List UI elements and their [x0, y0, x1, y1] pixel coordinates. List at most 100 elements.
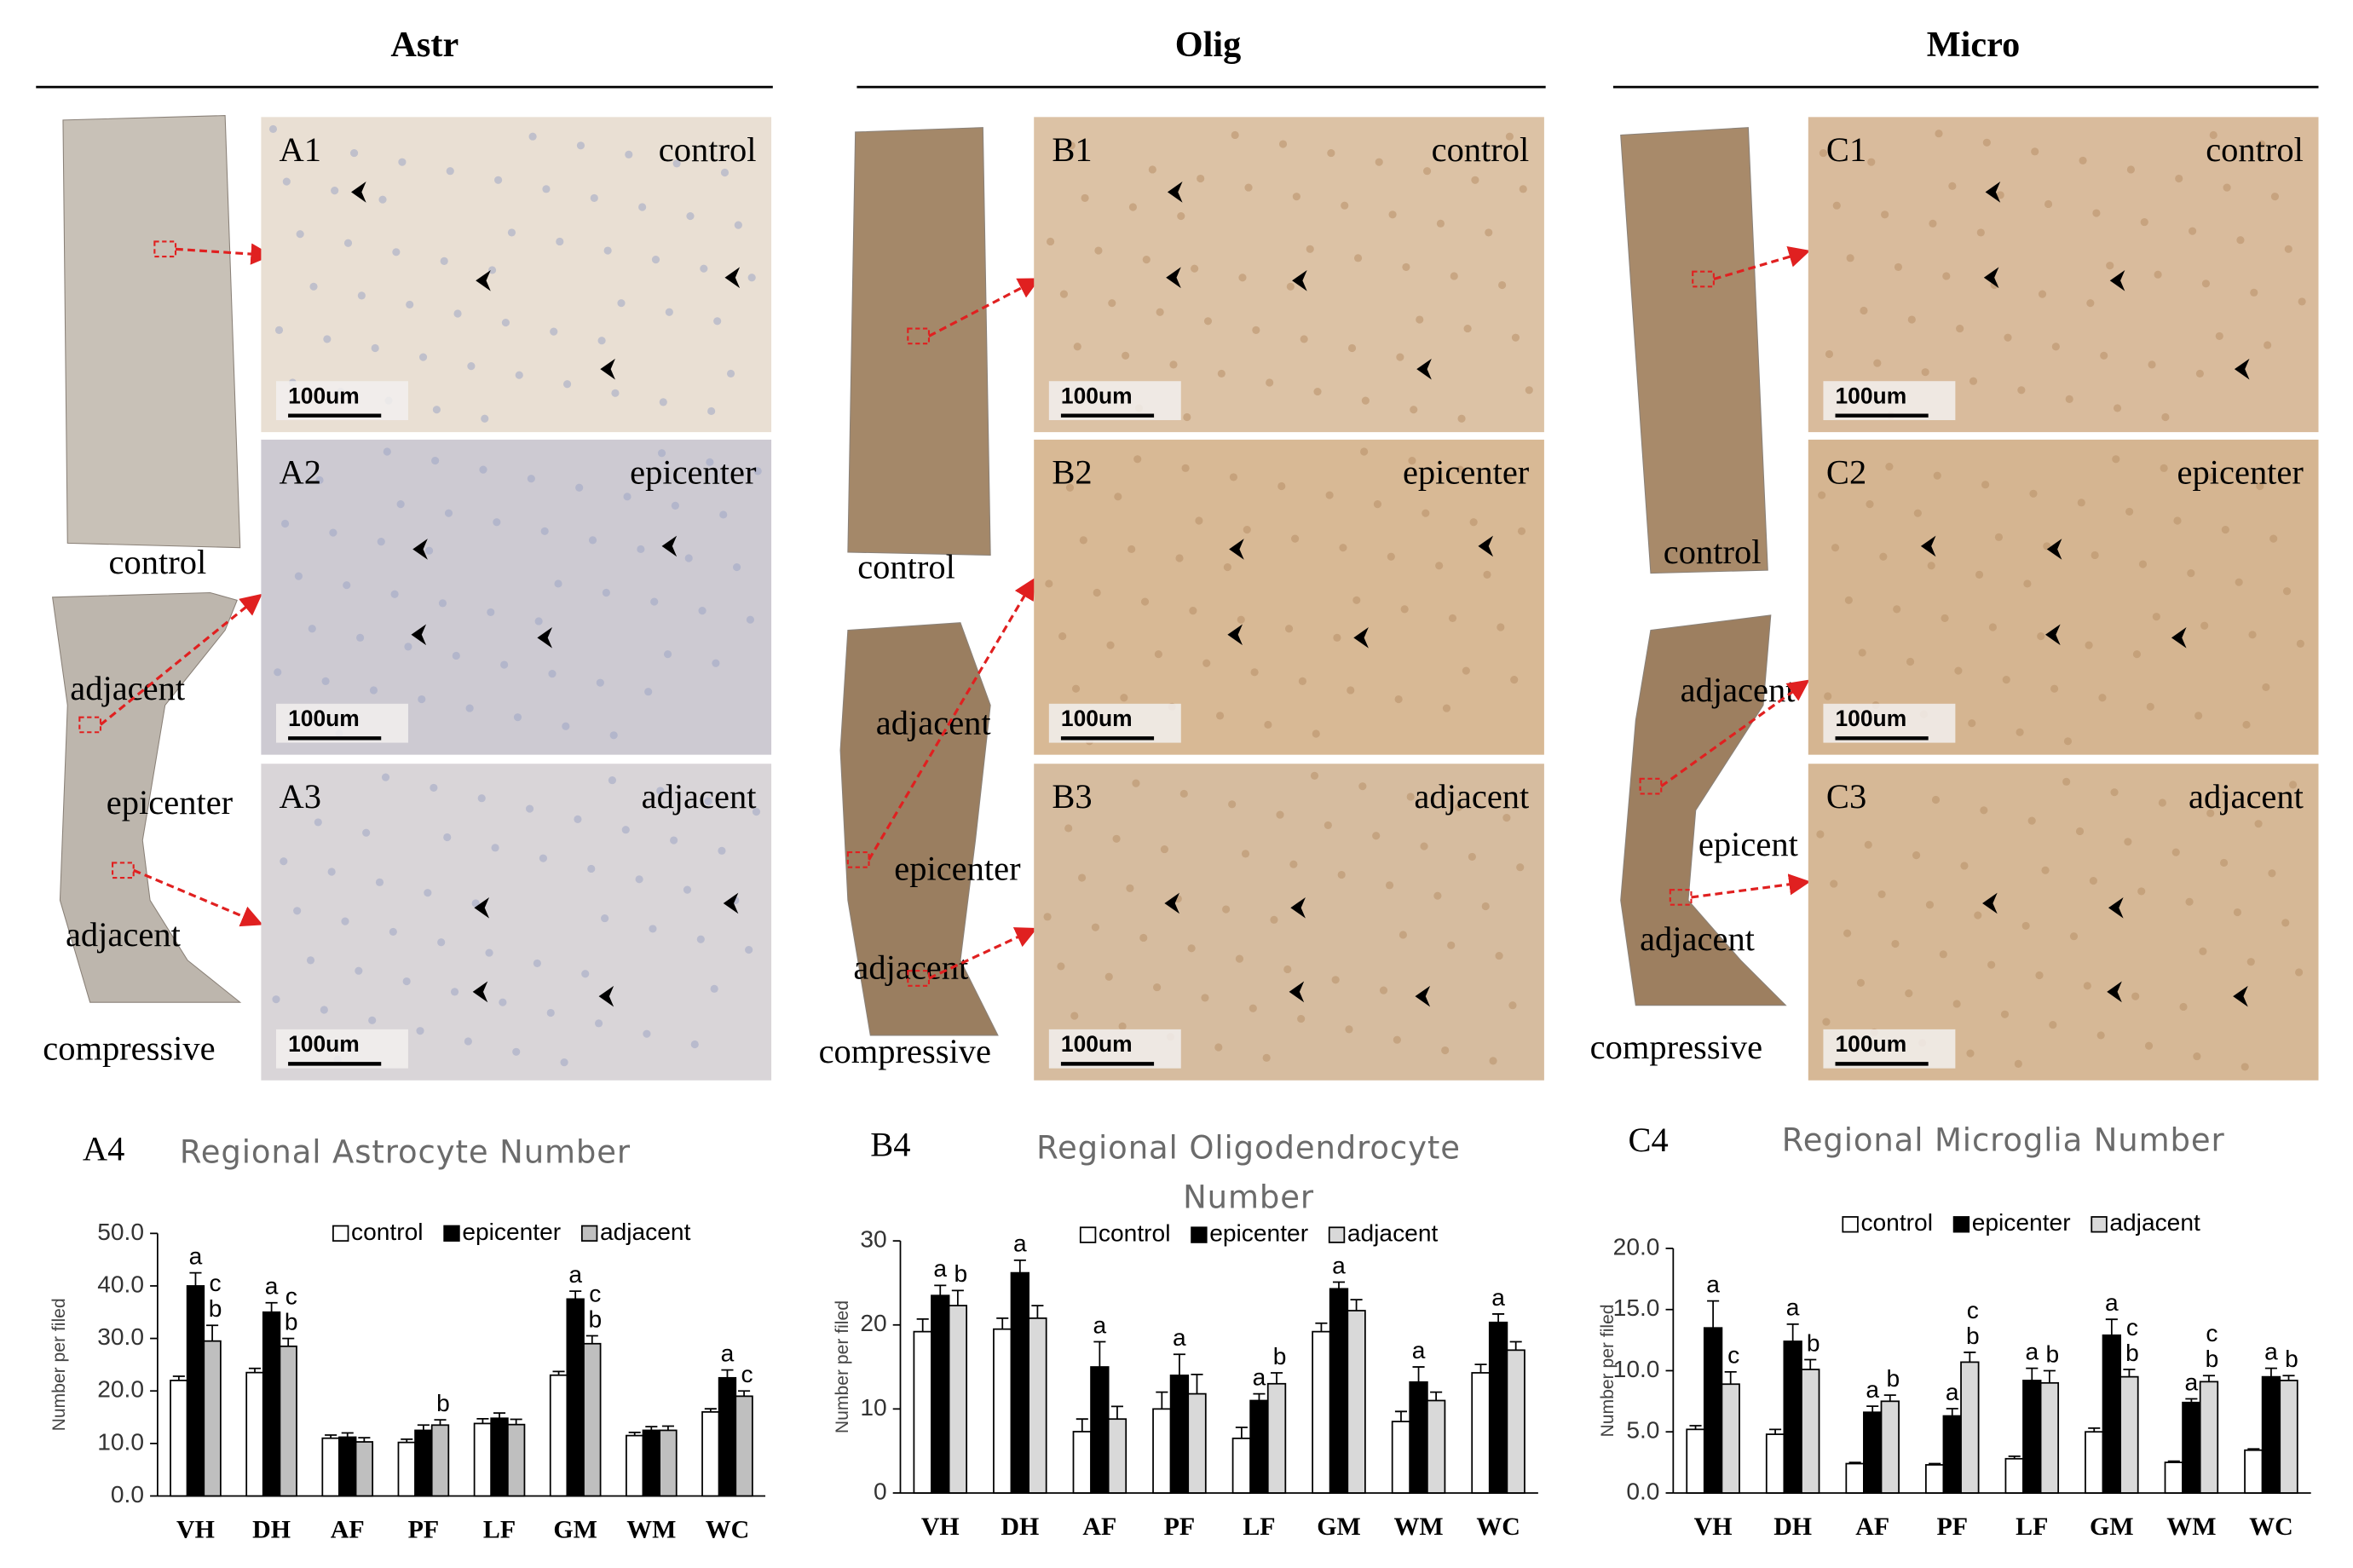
legend-label: adjacent [1347, 1219, 1439, 1247]
cell [1974, 911, 1982, 919]
cell [651, 256, 660, 264]
y-tick-label: 40.0 [97, 1270, 144, 1297]
cell [1079, 536, 1087, 545]
roi-box [78, 716, 102, 734]
cell [2041, 866, 2050, 874]
cell [272, 995, 280, 1004]
error-bar [1689, 1425, 1702, 1430]
cell [608, 776, 617, 785]
error-bar [493, 1412, 506, 1419]
cell [2179, 1002, 2188, 1012]
significance-letter: a [1332, 1251, 1346, 1278]
significance-letter: a [1706, 1270, 1720, 1297]
x-tick-label: PF [408, 1516, 440, 1544]
indicator-arrow [476, 269, 491, 291]
cell [2256, 481, 2264, 491]
bar [2244, 1449, 2264, 1494]
error-bar [1031, 1305, 1044, 1318]
x-tick-label: GM [2090, 1513, 2134, 1541]
error-bar [2185, 1398, 2198, 1403]
cell [1071, 684, 1081, 693]
cell [1333, 633, 1341, 642]
indicator-arrow [1415, 985, 1431, 1007]
bar [2279, 1380, 2298, 1494]
cell [331, 187, 339, 195]
cell [355, 966, 363, 975]
micrograph [1808, 764, 2319, 1081]
cell [507, 228, 516, 237]
significance-letter: a [265, 1272, 279, 1300]
cell [650, 597, 659, 606]
cell [1824, 692, 1832, 700]
error-bar [2123, 1369, 2136, 1377]
error-bar [1394, 1410, 1408, 1422]
cell [672, 159, 681, 168]
cell [752, 807, 761, 816]
error-bar [417, 1424, 430, 1431]
x-tick-label: LF [483, 1516, 516, 1544]
error-bar [2088, 1427, 2101, 1433]
scale-text: 100um [1061, 383, 1133, 409]
cell [2148, 360, 2156, 369]
cell [2144, 1041, 2154, 1050]
cell [590, 193, 598, 202]
error-bar [569, 1290, 582, 1300]
cell [320, 1006, 328, 1014]
cell [1306, 245, 1314, 253]
cell [562, 722, 570, 730]
cell [1347, 343, 1357, 353]
cell [637, 545, 645, 554]
x-tick-label: DH [252, 1516, 291, 1544]
cell [1228, 800, 1237, 809]
bar [1028, 1317, 1047, 1494]
bar [338, 1436, 357, 1497]
column-title: Olig [1175, 25, 1241, 65]
cell [430, 783, 438, 792]
cell [404, 643, 412, 651]
significance-letter: a [1866, 1375, 1879, 1403]
cell [368, 1016, 377, 1024]
cell [377, 538, 385, 546]
error-bar [721, 1369, 734, 1378]
scale-box [1823, 1029, 1956, 1069]
cell [453, 309, 462, 318]
panel-label: A4 [83, 1130, 124, 1168]
cell [2029, 489, 2038, 498]
cell [1463, 325, 1472, 333]
x-tick-label: GM [1317, 1513, 1361, 1541]
roi-arrow [1713, 246, 1811, 281]
column-title: Micro [1927, 25, 2020, 65]
cell [700, 264, 708, 273]
cell [594, 1019, 603, 1028]
indicator-arrow [1982, 892, 1998, 914]
cell [1447, 941, 1456, 949]
cell [282, 177, 291, 186]
y-tick-label: 30 [860, 1225, 886, 1253]
cell [649, 925, 657, 933]
cell [1324, 821, 1332, 829]
cell [1399, 931, 1407, 939]
significance-letter: a [568, 1260, 582, 1288]
scale-text: 100um [288, 383, 360, 409]
legend-swatch [1842, 1216, 1859, 1233]
bar [355, 1441, 374, 1497]
cell [2295, 968, 2304, 977]
cell [1179, 789, 1188, 798]
significance-letter: b [1807, 1329, 1820, 1356]
indicator-arrow [474, 896, 490, 919]
cell [1856, 978, 1866, 987]
cell [1832, 201, 1841, 210]
cell [712, 659, 720, 667]
error-bar [1412, 1366, 1425, 1382]
cell [309, 282, 318, 291]
panel-label: adjacent [642, 777, 758, 816]
indicator-arrow [1292, 269, 1307, 291]
bar [1471, 1372, 1491, 1494]
bar [948, 1305, 968, 1494]
y-tick-label: 30.0 [97, 1323, 144, 1350]
cell [443, 833, 452, 842]
cell [1104, 972, 1113, 981]
cell [746, 615, 754, 624]
tissue-overview [52, 591, 242, 1003]
indicator-arrow [723, 892, 739, 914]
